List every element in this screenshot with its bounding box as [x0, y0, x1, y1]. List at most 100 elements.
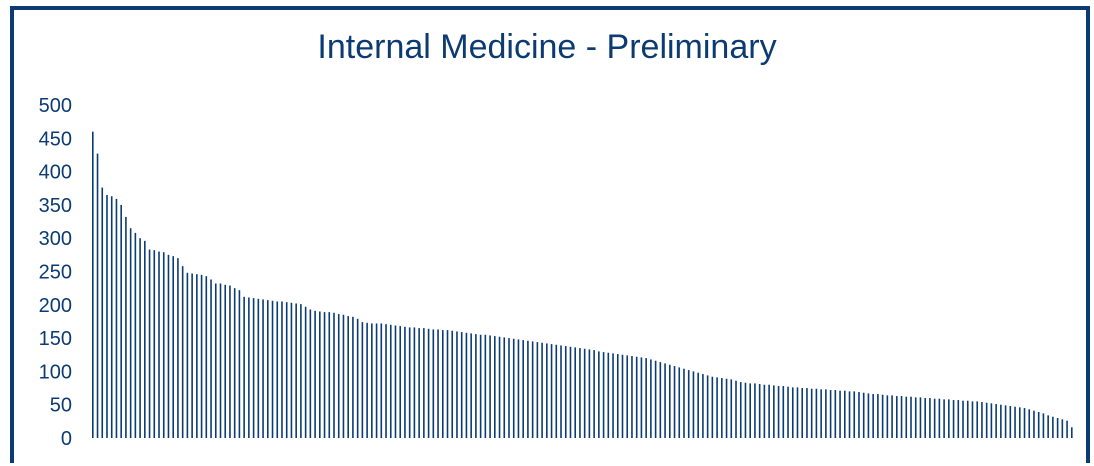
bar: [300, 304, 302, 438]
bar: [673, 366, 676, 438]
bar: [153, 250, 156, 438]
bar: [92, 131, 94, 438]
bar: [257, 298, 260, 438]
bar: [914, 397, 917, 438]
bar: [862, 392, 865, 438]
bar: [285, 302, 288, 438]
bar: [1042, 413, 1045, 438]
bar: [139, 238, 141, 438]
bar: [347, 316, 349, 438]
bar: [598, 351, 600, 438]
bar: [427, 328, 430, 438]
bar: [981, 402, 983, 438]
bar: [475, 334, 477, 438]
bar: [621, 354, 624, 438]
bar: [465, 332, 468, 438]
bar: [125, 216, 127, 438]
bar: [281, 301, 283, 438]
bar: [697, 372, 699, 438]
bar: [929, 398, 931, 438]
bar: [489, 335, 491, 438]
bar: [692, 371, 695, 438]
bar: [867, 393, 870, 438]
bar: [886, 395, 889, 438]
bar: [602, 352, 605, 438]
bar: [1033, 410, 1035, 438]
bar: [366, 322, 368, 438]
y-tick-label: 500: [39, 95, 72, 117]
bar: [200, 274, 203, 438]
bar: [877, 394, 879, 438]
bar: [186, 272, 189, 438]
bar: [1056, 418, 1059, 438]
bar: [536, 342, 539, 438]
bar: [508, 338, 510, 438]
bar: [858, 392, 860, 438]
y-tick-label: 450: [39, 128, 72, 150]
y-tick-label: 200: [39, 295, 72, 317]
bar: [754, 383, 756, 438]
y-tick-label: 0: [61, 428, 72, 450]
bar: [683, 368, 685, 438]
bar: [910, 396, 912, 438]
bar: [1052, 416, 1054, 438]
bar: [607, 352, 610, 438]
bar: [711, 376, 714, 438]
bar: [626, 355, 629, 438]
bar: [167, 254, 170, 438]
bar: [120, 204, 122, 438]
bar: [205, 276, 208, 438]
bar: [560, 345, 562, 438]
bar: [319, 311, 321, 438]
bar: [1037, 412, 1040, 438]
bar: [503, 337, 506, 438]
bar: [290, 302, 293, 438]
bar: [460, 332, 463, 438]
bar: [522, 340, 524, 438]
bar: [162, 252, 165, 438]
bar: [564, 346, 567, 438]
bar: [834, 390, 837, 438]
bar: [262, 299, 264, 438]
bar: [446, 330, 449, 438]
bar: [181, 266, 184, 438]
bar: [1018, 407, 1021, 438]
bar: [295, 303, 297, 438]
bar: [758, 384, 761, 438]
bar: [943, 399, 945, 438]
bar: [134, 232, 137, 438]
bar: [574, 347, 577, 438]
bar: [494, 336, 496, 438]
bar: [919, 397, 922, 438]
bar: [725, 378, 728, 438]
bar: [371, 323, 373, 438]
bar: [659, 362, 662, 438]
bar: [735, 380, 737, 438]
bar: [304, 306, 307, 438]
bar: [744, 382, 747, 438]
bar: [896, 396, 898, 438]
bar: [210, 279, 212, 438]
bar: [810, 388, 813, 438]
bar: [995, 404, 997, 438]
bar: [706, 375, 709, 438]
bar: [948, 399, 950, 438]
bar: [148, 249, 151, 438]
bar: [314, 310, 316, 438]
bar: [569, 346, 572, 438]
bar: [1047, 415, 1049, 438]
bar: [716, 377, 718, 438]
bar: [782, 386, 785, 438]
bar: [768, 384, 770, 438]
bar: [432, 329, 435, 438]
bar: [177, 258, 179, 438]
bar: [191, 273, 193, 438]
bar: [872, 394, 874, 438]
y-tick-label: 300: [39, 228, 72, 250]
bar: [546, 343, 548, 438]
bar: [385, 324, 387, 438]
bar: [252, 298, 255, 438]
bar: [437, 329, 439, 438]
bar: [635, 356, 638, 438]
bar: [1028, 409, 1031, 438]
